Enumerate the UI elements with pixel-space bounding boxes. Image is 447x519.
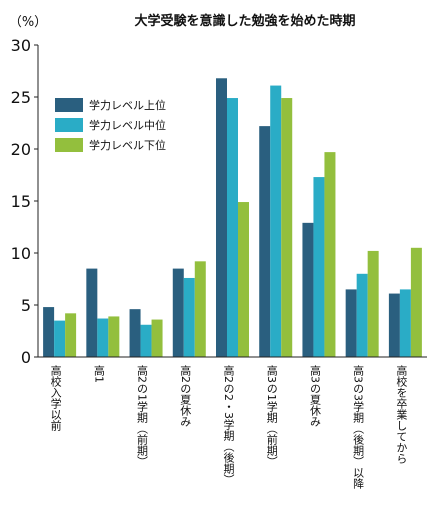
bar — [43, 307, 55, 357]
category-label: 高2の夏休み — [179, 364, 192, 427]
bar — [86, 268, 98, 357]
bar — [194, 261, 206, 357]
y-tick-label: 30 — [11, 36, 31, 55]
y-tick-label: 10 — [11, 244, 31, 263]
chart-title: 大学受験を意識した勉強を始めた時期 — [134, 13, 355, 29]
y-tick-label: 15 — [11, 192, 31, 211]
bar — [183, 277, 195, 357]
bar — [367, 250, 379, 357]
y-tick-label: 5 — [21, 296, 31, 315]
bar — [140, 324, 152, 357]
category-label: 高3の1学期（前期） — [265, 364, 278, 467]
y-tick-label: 0 — [21, 348, 31, 367]
bar — [227, 98, 238, 357]
legend-label: 学力レベル下位 — [89, 138, 166, 152]
category-label: 高2の1学期（前期） — [136, 364, 149, 467]
y-tick-label: 20 — [11, 140, 31, 159]
bar — [129, 309, 141, 357]
bar — [151, 319, 163, 357]
category-labels: 高校入学以前 高1 高2の1学期（前期） 高2の夏休み 高2の2・3学期（後期） 高3の1… — [49, 364, 408, 489]
bar — [172, 268, 184, 357]
axes — [37, 45, 427, 358]
bar — [388, 293, 400, 357]
category-label: 高2の2・3学期（後期） — [222, 364, 235, 485]
bar-group — [43, 78, 422, 358]
category-label: 高1 — [92, 364, 105, 383]
bar — [313, 177, 325, 357]
category-label: 高3の3学期（後期）以降 — [352, 364, 365, 489]
bar — [108, 316, 120, 357]
bar — [97, 318, 109, 357]
category-label: 高校を卒業してから — [395, 364, 408, 464]
bar — [65, 313, 77, 357]
legend-label: 学力レベル中位 — [89, 118, 166, 132]
bar — [410, 247, 422, 357]
bar — [399, 289, 411, 357]
bar — [238, 202, 249, 357]
legend-swatch — [55, 118, 83, 132]
bar — [270, 85, 282, 357]
category-label: 高3の夏休み — [308, 364, 321, 427]
bar — [259, 126, 271, 358]
bar — [324, 152, 336, 357]
bar — [216, 78, 227, 357]
y-axis-ticks: 0 5 10 15 20 25 30 — [11, 36, 38, 367]
y-tick-label: 25 — [11, 88, 31, 107]
bar — [302, 222, 314, 357]
legend-swatch — [55, 138, 83, 152]
category-label: 高校入学以前 — [49, 364, 62, 432]
bar — [345, 289, 357, 357]
bar — [281, 98, 293, 357]
legend-swatch — [55, 98, 83, 112]
bar — [356, 273, 368, 357]
bar — [54, 320, 66, 357]
y-axis-unit-label: （%） — [9, 15, 47, 30]
legend-label: 学力レベル上位 — [89, 98, 166, 112]
